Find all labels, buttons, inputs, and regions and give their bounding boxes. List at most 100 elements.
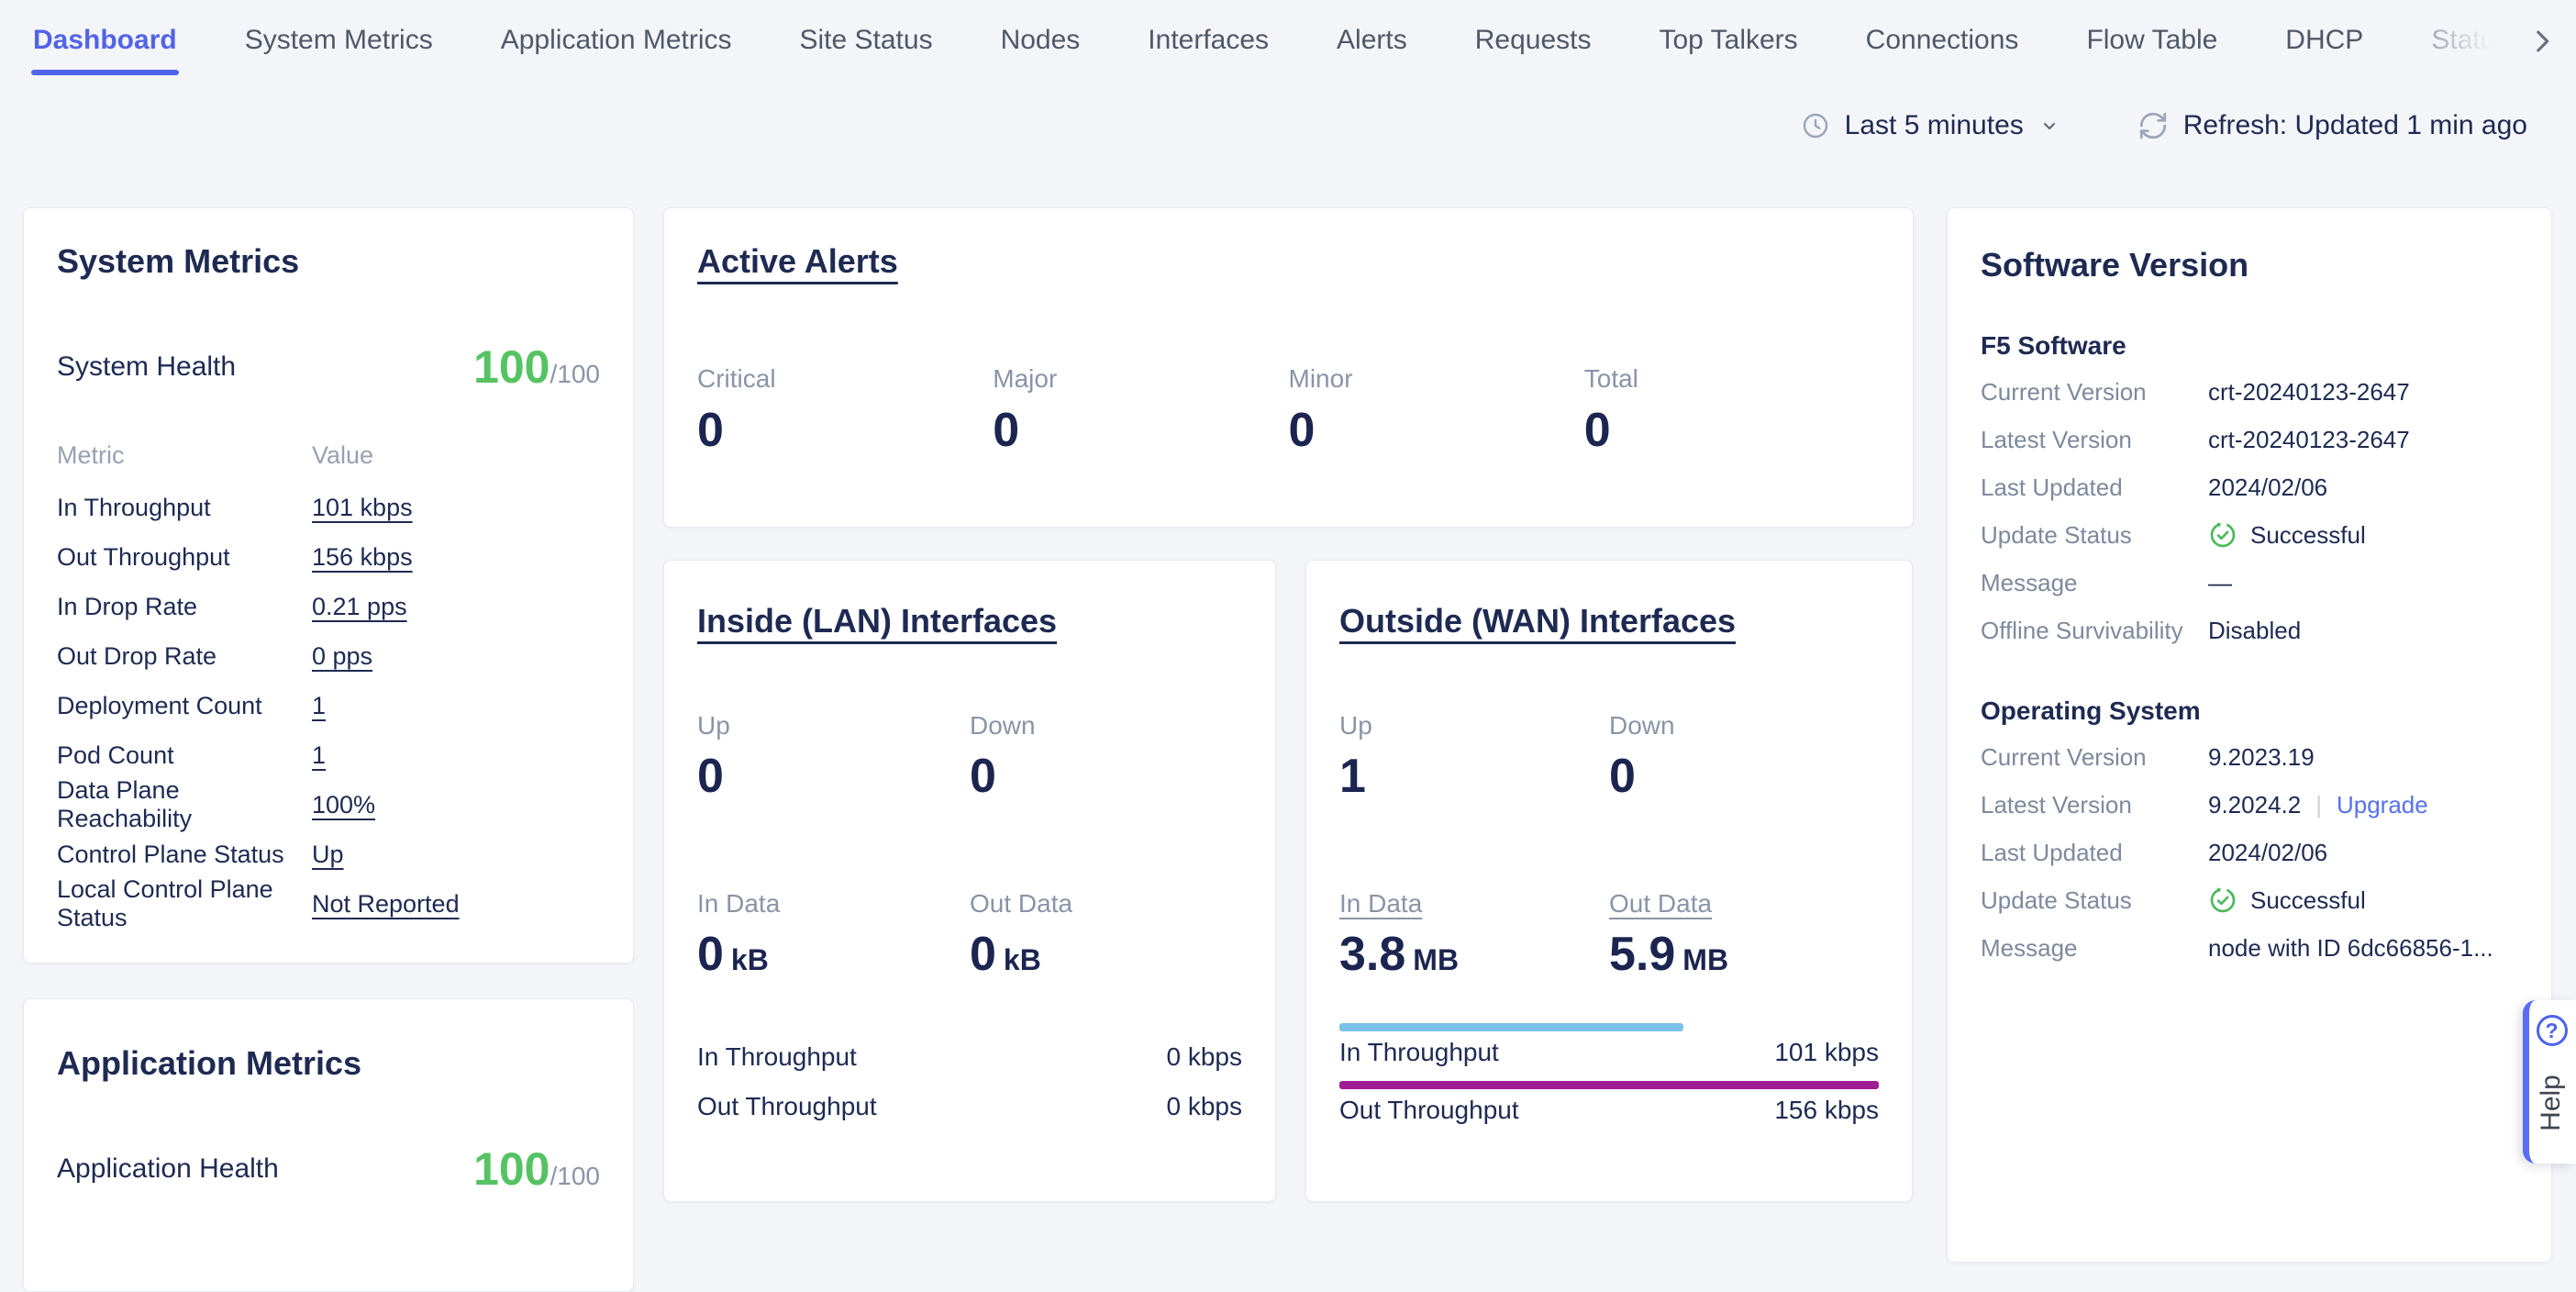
throughput-value: 0 kbps	[1166, 1041, 1243, 1071]
stat-unit: MB	[1682, 942, 1729, 976]
tab-dhcp[interactable]: DHCP	[2285, 25, 2364, 55]
out-throughput-bar	[1339, 1080, 1879, 1089]
value-column-header: Value	[312, 441, 374, 469]
stat-label: Up	[1339, 711, 1372, 740]
f5-software-section-label: F5 Software	[1981, 331, 2126, 360]
metric-value-link[interactable]: 101 kbps	[312, 493, 413, 521]
time-range-picker[interactable]: Last 5 minutes	[1801, 110, 2060, 141]
wan-updown-stats: Up 1 Down 0	[1339, 711, 1879, 805]
stat-value: 5.9 MB	[1609, 927, 1729, 981]
table-row: Current Version crt-20240123-2647	[1981, 368, 2518, 416]
tab-requests[interactable]: Requests	[1474, 25, 1592, 55]
tab-bar: Dashboard System Metrics Application Met…	[0, 0, 2576, 81]
nav-overflow-chevron-right-icon[interactable]	[2521, 20, 2563, 62]
metric-value-link[interactable]: 0 pps	[312, 641, 373, 670]
health-score-total: /100	[550, 1162, 601, 1190]
in-throughput-bar	[1339, 1022, 1683, 1031]
stat-value: 0	[993, 404, 1020, 457]
metric-label: Out Drop Rate	[57, 641, 217, 670]
tab-nodes[interactable]: Nodes	[1000, 25, 1081, 55]
tab-interfaces[interactable]: Interfaces	[1148, 25, 1270, 55]
field-value: node with ID 6dc66856-1...	[2208, 933, 2493, 962]
field-label: Offline Survivability	[1981, 616, 2183, 644]
metric-value-link[interactable]: Not Reported	[312, 889, 460, 918]
throughput-value: 101 kbps	[1774, 1037, 1879, 1066]
tab-flow-table[interactable]: Flow Table	[2086, 25, 2218, 55]
lan-updown-stats: Up 0 Down 0	[697, 711, 1242, 805]
wan-down-stat: Down 0	[1609, 711, 1879, 805]
lan-data-stats: In Data 0 kB Out Data 0 kB	[697, 889, 1242, 983]
application-metrics-title: Application Metrics	[57, 1044, 362, 1082]
tab-alerts[interactable]: Alerts	[1337, 25, 1407, 55]
throughput-label: In Throughput	[697, 1041, 857, 1071]
active-alerts-title-link[interactable]: Active Alerts	[697, 242, 898, 280]
field-label: Latest Version	[1981, 425, 2132, 453]
tab-connections[interactable]: Connections	[1865, 25, 2019, 55]
alert-stat-total: Total 0	[1584, 364, 1880, 457]
metrics-table-header: Metric Value	[57, 441, 600, 470]
metric-value-link[interactable]: 1	[312, 691, 327, 719]
system-health-score: 100/100	[473, 340, 600, 394]
health-score-value: 100	[473, 1143, 550, 1195]
metric-value-link[interactable]: 100%	[312, 790, 376, 819]
stat-value: 3.8 MB	[1339, 927, 1460, 981]
stat-value: 0 kB	[970, 927, 1041, 981]
wan-interfaces-title-link[interactable]: Outside (WAN) Interfaces	[1339, 602, 1737, 640]
lan-interfaces-title-link[interactable]: Inside (LAN) Interfaces	[697, 602, 1058, 640]
field-label: Update Status	[1981, 885, 2132, 914]
table-row: Message —	[1981, 559, 2518, 607]
metric-label: In Throughput	[57, 493, 211, 521]
tab-application-metrics[interactable]: Application Metrics	[500, 25, 732, 55]
field-value: Disabled	[2208, 616, 2302, 644]
wan-interfaces-card: Outside (WAN) Interfaces Up 1 Down 0 In …	[1305, 560, 1913, 1202]
table-row: In Drop Rate 0.21 pps	[57, 582, 600, 631]
stat-value: 1	[1339, 750, 1366, 803]
alert-stat-critical: Critical 0	[697, 364, 993, 457]
metric-label: In Drop Rate	[57, 592, 198, 620]
in-data-link[interactable]: In Data	[1339, 888, 1423, 918]
tab-dashboard[interactable]: Dashboard	[31, 0, 179, 81]
refresh-label: Refresh: Updated 1 min ago	[2182, 110, 2527, 140]
health-score-value: 100	[473, 341, 550, 393]
out-data-link[interactable]: Out Data	[1609, 888, 1713, 918]
table-row: Out Drop Rate 0 pps	[57, 631, 600, 681]
metric-value-link[interactable]: 0.21 pps	[312, 592, 407, 620]
right-column: Software Version F5 Software Current Ver…	[1947, 207, 2552, 1263]
tab-top-talkers[interactable]: Top Talkers	[1659, 25, 1798, 55]
lan-up-stat: Up 0	[697, 711, 970, 805]
table-row: Update Status Successful	[1981, 876, 2518, 924]
table-row: Out Throughput 0 kbps	[697, 1082, 1242, 1131]
field-value: crt-20240123-2647	[2208, 425, 2410, 453]
help-tab[interactable]: ? Help	[2523, 1000, 2576, 1164]
table-row: Offline Survivability Disabled	[1981, 607, 2518, 654]
tab-system-metrics[interactable]: System Metrics	[244, 25, 433, 55]
metric-value-link[interactable]: 1	[312, 741, 327, 769]
health-score-total: /100	[550, 360, 601, 388]
upgrade-link[interactable]: Upgrade	[2336, 790, 2428, 819]
table-row: In Throughput 0 kbps	[697, 1032, 1242, 1082]
stat-label: Total	[1583, 364, 1638, 393]
table-row: Latest Version 9.2024.2 | Upgrade	[1981, 781, 2518, 829]
metric-label: Control Plane Status	[57, 840, 284, 868]
stat-unit: kB	[1003, 942, 1041, 976]
metric-value-link[interactable]: 156 kbps	[312, 542, 413, 571]
field-label: Current Version	[1981, 742, 2147, 771]
software-version-card: Software Version F5 Software Current Ver…	[1947, 207, 2552, 1263]
stat-unit: kB	[730, 942, 769, 976]
table-row: Current Version 9.2023.19	[1981, 733, 2518, 781]
tab-site-status[interactable]: Site Status	[799, 25, 933, 55]
metric-value-link[interactable]: Up	[312, 840, 344, 868]
dashboard-toolbar: Last 5 minutes Refresh: Updated 1 min ag…	[1801, 110, 2527, 141]
field-value: Successful	[2250, 885, 2366, 914]
field-label: Last Updated	[1981, 838, 2123, 866]
stat-value: 0	[697, 750, 724, 803]
left-column: System Metrics System Health 100/100 Met…	[23, 207, 634, 1292]
field-label: Latest Version	[1981, 790, 2132, 819]
stat-value: 0	[1288, 404, 1316, 457]
refresh-button[interactable]: Refresh: Updated 1 min ago	[2137, 110, 2527, 141]
wan-throughput-rows: In Throughput 101 kbps Out Throughput 15…	[1339, 1022, 1879, 1131]
table-row: Control Plane Status Up	[57, 830, 600, 879]
clock-icon	[1801, 111, 1830, 140]
lan-down-stat: Down 0	[970, 711, 1242, 805]
software-version-title: Software Version	[1981, 246, 2249, 284]
